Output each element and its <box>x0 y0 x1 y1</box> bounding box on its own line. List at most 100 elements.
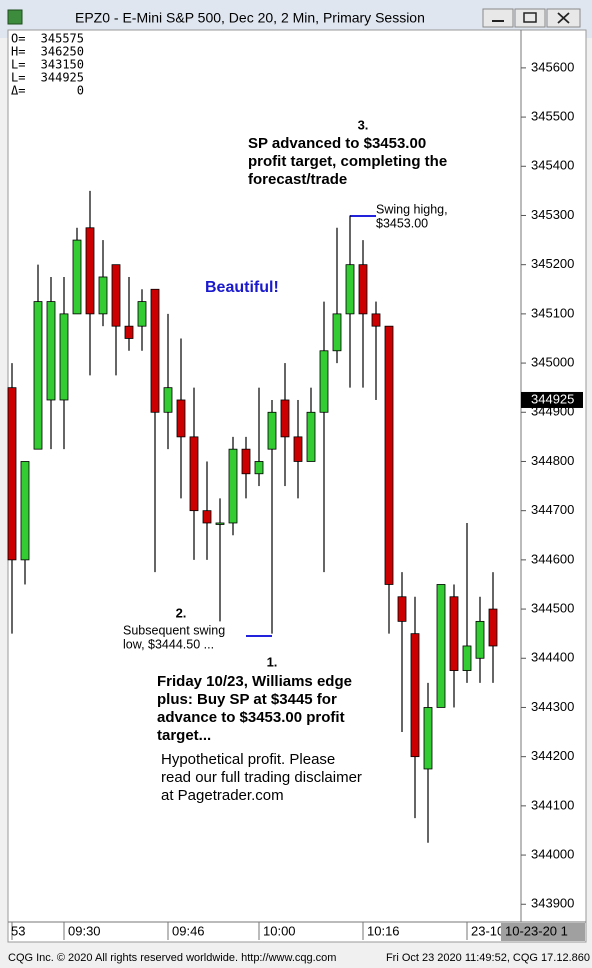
info-value: 343150 <box>41 58 84 72</box>
annotation-number: 3. <box>358 117 369 132</box>
candle-body <box>202 510 212 524</box>
candle-body <box>215 522 225 525</box>
candle-body <box>397 596 407 622</box>
candle-body <box>163 387 173 413</box>
candle-body <box>7 387 17 561</box>
info-value: 346250 <box>41 45 84 59</box>
x-tick-label: 10:00 <box>263 923 296 938</box>
annotation-text: forecast/trade <box>248 171 347 188</box>
last-price-box <box>521 391 583 408</box>
y-tick-label: 344500 <box>531 601 574 616</box>
annotation-text: read our full trading disclaimer <box>161 769 362 786</box>
candle-body <box>267 411 277 450</box>
annotation-text: Beautiful! <box>205 279 279 296</box>
candle-body <box>46 301 56 401</box>
maximize-button[interactable] <box>514 8 546 28</box>
candle-body <box>358 264 368 315</box>
candle-body <box>85 227 95 315</box>
annotation-text: plus: Buy SP at $3445 for <box>157 691 337 708</box>
candle-body <box>293 436 303 462</box>
candle-body <box>228 448 238 524</box>
info-label: L= <box>11 71 25 85</box>
y-tick-label: 344200 <box>531 748 574 763</box>
chart-area <box>7 29 587 943</box>
y-tick-label: 345000 <box>531 355 574 370</box>
candle-body <box>254 461 264 475</box>
candle-body <box>176 399 186 438</box>
app-icon <box>7 9 23 25</box>
x-tick-label: 09:30 <box>68 923 101 938</box>
y-tick-label: 344100 <box>531 797 574 812</box>
annotation-text: Hypothetical profit. Please <box>161 751 335 768</box>
candle-body <box>241 448 251 475</box>
candle-body <box>410 633 420 758</box>
annotation-text: $3453.00 <box>376 216 428 230</box>
info-label: O= <box>11 32 25 46</box>
info-value: 345575 <box>41 32 84 46</box>
candle-body <box>150 288 160 413</box>
annotation-text: at Pagetrader.com <box>161 787 284 804</box>
candle-body <box>319 350 329 413</box>
candle-body <box>98 276 108 315</box>
x-tick-label: 09:46 <box>172 923 205 938</box>
x-tick-label: 23-10 <box>471 923 504 938</box>
y-tick-label: 345600 <box>531 59 574 74</box>
info-label: Δ= <box>11 84 25 98</box>
y-tick-label: 344800 <box>531 453 574 468</box>
info-label: H= <box>11 45 25 59</box>
window-title: EPZ0 - E-Mini S&P 500, Dec 20, 2 Min, Pr… <box>75 10 425 26</box>
candle-body <box>33 301 43 450</box>
candle-body <box>189 436 199 512</box>
annotation-text: Friday 10/23, Williams edge <box>157 673 352 690</box>
candle-body <box>475 620 485 659</box>
maximize-icon <box>523 12 537 23</box>
annotation-text: Subsequent swing <box>123 623 225 637</box>
candle-body <box>280 399 290 438</box>
last-price-label: 344925 <box>531 391 574 406</box>
y-tick-label: 345100 <box>531 305 574 320</box>
close-icon <box>557 12 570 24</box>
x-tick-label: 10:16 <box>367 923 400 938</box>
candle-body <box>449 596 459 671</box>
footer-right: Fri Oct 23 2020 11:49:52, CQG 17.12.860 <box>386 952 590 964</box>
y-tick-label: 343900 <box>531 896 574 911</box>
y-tick-label: 344300 <box>531 699 574 714</box>
y-tick-label: 344400 <box>531 650 574 665</box>
annotation-text: low, $3444.50 ... <box>123 637 214 651</box>
annotation-text: SP advanced to $3453.00 <box>248 135 426 152</box>
y-tick-label: 344000 <box>531 846 574 861</box>
annotation-text: advance to $3453.00 profit <box>157 709 345 726</box>
y-tick-label: 344700 <box>531 502 574 517</box>
annotation-number: 2. <box>176 605 187 620</box>
info-value: 0 <box>77 84 84 98</box>
candle-body <box>20 461 30 561</box>
candle-body <box>436 584 446 708</box>
candle-body <box>488 608 498 647</box>
candle-body <box>423 707 433 770</box>
y-tick-label: 345200 <box>531 256 574 271</box>
x-tick-label: 53 <box>11 923 25 938</box>
candle-body <box>306 411 316 462</box>
annotation-text: Swing highg, <box>376 202 448 216</box>
annotation-text: profit target, completing the <box>248 153 447 170</box>
candle-body <box>59 313 69 401</box>
candle-body <box>124 325 134 339</box>
minimize-button[interactable] <box>482 8 514 28</box>
annotation-number: 1. <box>267 654 278 669</box>
date-box <box>501 923 585 941</box>
candle-body <box>384 325 394 585</box>
y-tick-label: 345500 <box>531 109 574 124</box>
candle-body <box>345 264 355 315</box>
annotation-text: target... <box>157 727 211 744</box>
y-tick-label: 345400 <box>531 158 574 173</box>
y-tick-label: 345300 <box>531 207 574 222</box>
candle-body <box>137 301 147 327</box>
candle-body <box>111 264 121 327</box>
candle-body <box>462 645 472 671</box>
info-value: 344925 <box>41 71 84 85</box>
candle-body <box>72 239 82 315</box>
date-label: 10-23-20 1 <box>505 923 568 938</box>
candle-body <box>371 313 381 327</box>
info-label: L= <box>11 58 25 72</box>
